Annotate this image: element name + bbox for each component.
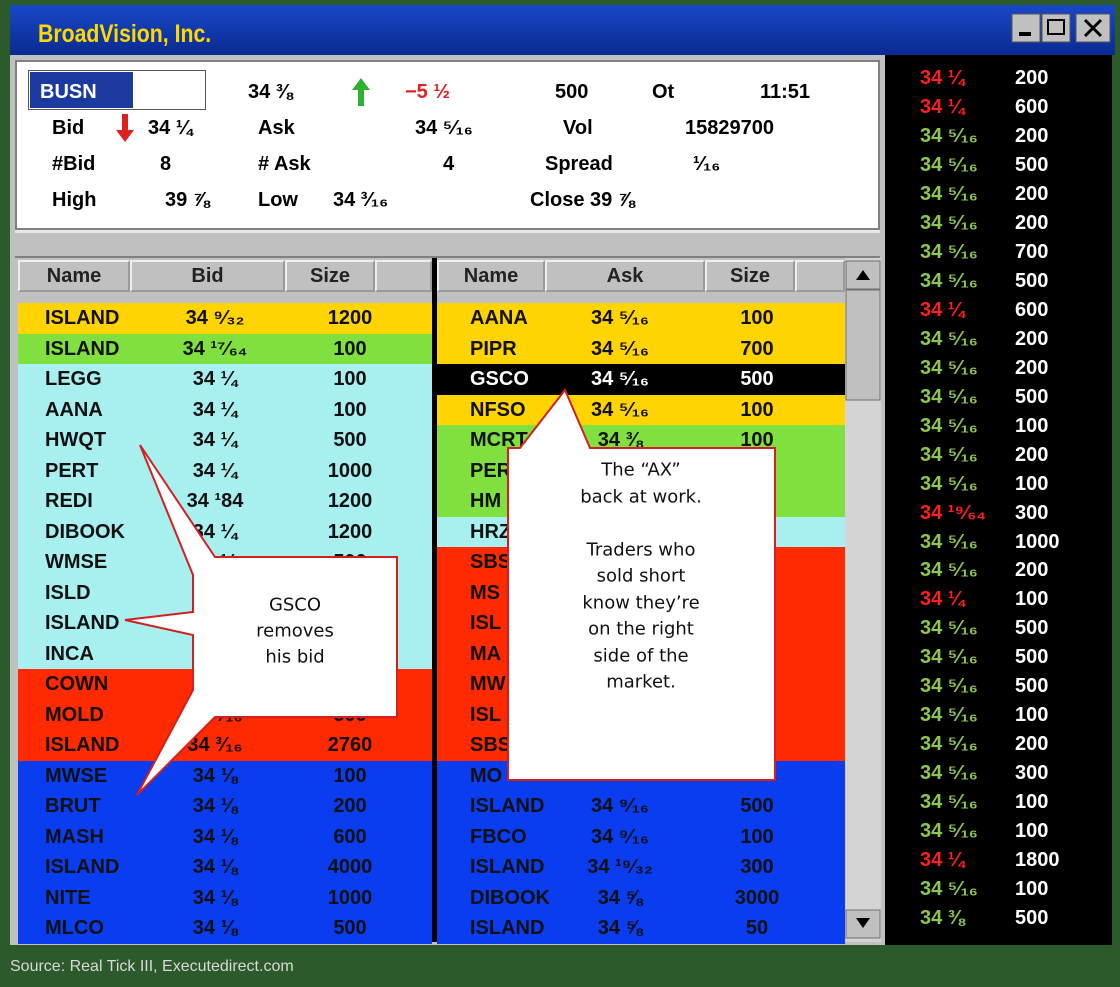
callout-text: The “AX” xyxy=(601,460,680,481)
callout-text: his bid xyxy=(265,647,324,668)
callout-text: on the right xyxy=(588,619,694,640)
callout-text: Traders who xyxy=(587,539,696,560)
callout-text: back at work. xyxy=(580,486,702,507)
callout-text: market. xyxy=(606,672,676,693)
callout-text: know they’re xyxy=(582,592,699,613)
screen: BroadVision, Inc. BUSN34 ⅜−5 ½500Ot11:51… xyxy=(0,0,1120,987)
callout-text: removes xyxy=(256,621,334,642)
callout-text: sold short xyxy=(597,566,686,587)
source-note: Source: Real Tick III, Executedirect.com xyxy=(10,958,294,976)
callout-layer: GSCO removes his bid The “AX” back at work. T… xyxy=(0,0,1120,987)
callout-text: side of the xyxy=(593,645,688,666)
callout-text: GSCO xyxy=(269,595,321,616)
